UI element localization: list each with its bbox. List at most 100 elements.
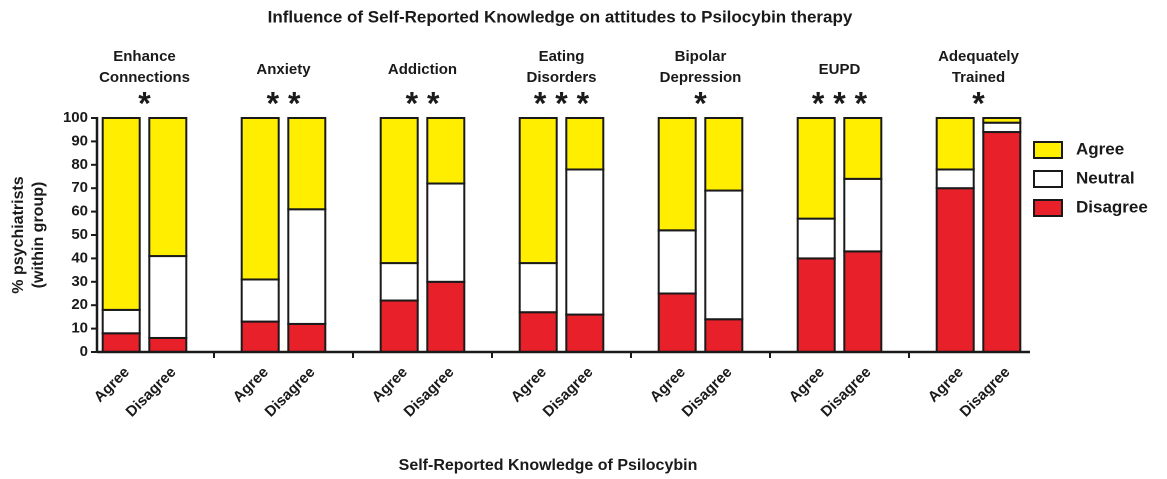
- bar-segment: [704, 318, 744, 353]
- significance-stars: * *: [267, 85, 301, 121]
- bar-segment: [287, 208, 327, 325]
- bar-segment: [843, 117, 883, 180]
- chart-title: Influence of Self-Reported Knowledge on …: [268, 7, 853, 26]
- bar-segment: [704, 117, 744, 192]
- bar-segment: [379, 299, 419, 353]
- x-tick-label-group: Disagree: [818, 364, 875, 421]
- bar-segment: [796, 217, 836, 260]
- bar-segment: [426, 182, 466, 283]
- group-label: Depression: [660, 69, 742, 86]
- y-tick-label: 100: [63, 109, 88, 126]
- bar-segment: [843, 250, 883, 354]
- x-tick-label: Agree: [369, 364, 411, 406]
- significance-stars: *: [972, 85, 985, 121]
- legend-swatch: [1033, 170, 1063, 188]
- group-label: Anxiety: [256, 61, 311, 78]
- bar-segment: [518, 262, 558, 314]
- bar-segment: [935, 168, 975, 190]
- legend-swatch: [1033, 141, 1063, 159]
- bar-segment: [565, 313, 605, 353]
- x-tick-label: Disagree: [123, 364, 180, 421]
- bar-segment: [426, 280, 466, 353]
- y-axis-title: % psychiatrists (within group): [10, 176, 47, 293]
- x-tick-label: Agree: [91, 364, 133, 406]
- x-tick-label-group: Agree: [925, 364, 967, 406]
- bar-segment: [982, 131, 1022, 353]
- y-tick-label: 0: [80, 343, 88, 360]
- x-tick-label: Agree: [508, 364, 550, 406]
- x-tick-label: Agree: [925, 364, 967, 406]
- x-tick-label: Disagree: [540, 364, 597, 421]
- x-tick-label: Agree: [647, 364, 689, 406]
- y-axis-title-line: (within group): [30, 182, 47, 289]
- x-tick-label: Agree: [230, 364, 272, 406]
- bar-segment: [148, 336, 188, 353]
- bar-segment: [565, 168, 605, 316]
- x-tick-label: Agree: [786, 364, 828, 406]
- group-label: Addiction: [388, 61, 457, 78]
- group-label: Disorders: [526, 69, 596, 86]
- bar-segment: [518, 117, 558, 265]
- bar-segment: [240, 278, 280, 323]
- bar-segment: [982, 121, 1022, 134]
- x-tick-label: Disagree: [679, 364, 736, 421]
- y-tick-label: 40: [71, 249, 88, 266]
- bar-segment: [426, 117, 466, 185]
- bar-segment: [240, 320, 280, 353]
- x-tick-label-group: Agree: [91, 364, 133, 406]
- legend-swatch: [1033, 199, 1063, 217]
- x-tick-label-group: Disagree: [123, 364, 180, 421]
- significance-stars: *: [694, 85, 707, 121]
- bar-segment: [935, 187, 975, 353]
- significance-stars: * * *: [812, 85, 868, 121]
- bar-segment: [287, 117, 327, 211]
- y-tick-label: 20: [71, 296, 88, 313]
- bar-segment: [657, 292, 697, 353]
- y-tick-label: 30: [71, 273, 88, 290]
- group-label: Enhance: [113, 48, 176, 65]
- x-tick-label-group: Agree: [369, 364, 411, 406]
- bar-segment: [982, 117, 1022, 124]
- y-tick-label: 60: [71, 203, 88, 220]
- x-tick-label-group: Agree: [230, 364, 272, 406]
- bar-segment: [101, 332, 141, 353]
- group-label: Eating: [539, 48, 585, 65]
- bar-segment: [657, 229, 697, 295]
- bar-segment: [843, 177, 883, 253]
- group-label: Trained: [952, 69, 1005, 86]
- significance-stars: *: [138, 85, 151, 121]
- y-tick-label: 90: [71, 132, 88, 149]
- bar-segment: [518, 311, 558, 353]
- bar-segment: [704, 189, 744, 321]
- x-tick-label-group: Disagree: [401, 364, 458, 421]
- x-tick-label: Disagree: [401, 364, 458, 421]
- y-tick-label: 70: [71, 179, 88, 196]
- x-tick-label-group: Agree: [508, 364, 550, 406]
- x-tick-label-group: Disagree: [957, 364, 1014, 421]
- x-tick-label: Disagree: [818, 364, 875, 421]
- bar-segment: [287, 322, 327, 354]
- x-tick-label-group: Disagree: [540, 364, 597, 421]
- bar-segment: [148, 255, 188, 339]
- group-label: EUPD: [819, 61, 861, 78]
- y-axis-title-line: % psychiatrists: [10, 176, 27, 293]
- bar-segment: [565, 117, 605, 171]
- x-tick-label: Disagree: [262, 364, 319, 421]
- bar-segment: [101, 117, 141, 311]
- significance-stars: * *: [406, 85, 440, 121]
- x-tick-label-group: Disagree: [262, 364, 319, 421]
- bar-segment: [796, 117, 836, 220]
- x-axis-title: Self-Reported Knowledge of Psilocybin: [399, 457, 698, 474]
- y-tick-label: 80: [71, 156, 88, 173]
- legend-label: Agree: [1076, 139, 1124, 158]
- x-tick-label-group: Agree: [647, 364, 689, 406]
- bar-segment: [101, 308, 141, 335]
- x-tick-label-group: Agree: [786, 364, 828, 406]
- group-label: Adequately: [938, 48, 1020, 65]
- bar-segment: [935, 117, 975, 171]
- group-label: Bipolar: [675, 48, 727, 65]
- bar-segment: [796, 257, 836, 353]
- group-label: Connections: [99, 69, 190, 86]
- bar-segment: [379, 262, 419, 302]
